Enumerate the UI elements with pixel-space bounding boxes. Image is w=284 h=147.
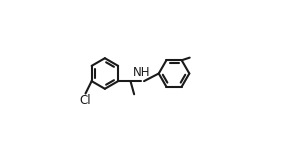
Text: NH: NH bbox=[133, 66, 150, 79]
Text: Cl: Cl bbox=[79, 94, 91, 107]
